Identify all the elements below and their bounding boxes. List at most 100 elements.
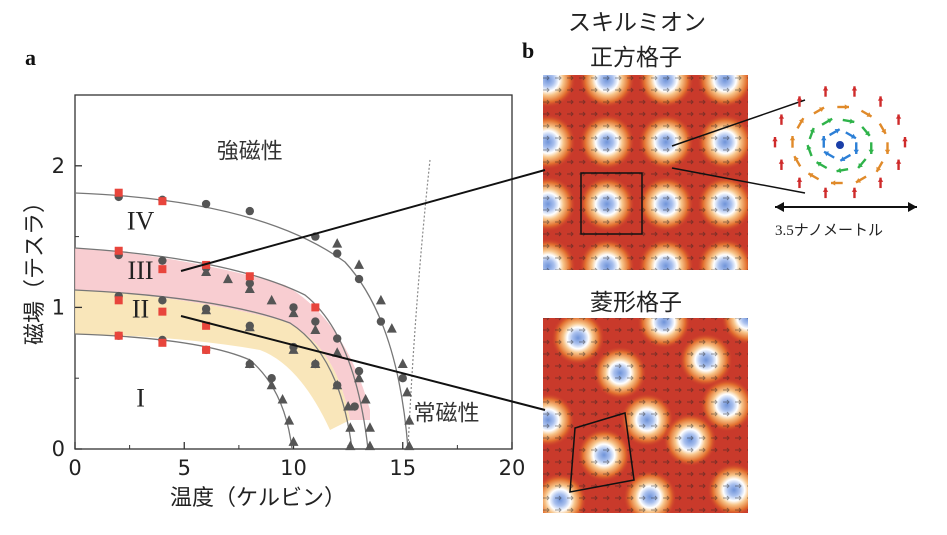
data-point-triangle <box>354 259 365 269</box>
spin-arrow-head <box>796 177 803 182</box>
spin-arrow-head <box>821 136 827 141</box>
data-point-triangle <box>404 415 415 425</box>
y-axis-title: 磁場（テスラ） <box>23 191 48 345</box>
spin-arrow-head <box>895 159 902 164</box>
spin-arrow-head <box>836 167 842 174</box>
phase-label: 常磁性 <box>413 402 479 427</box>
skyrmion-core <box>756 114 812 170</box>
data-point-square <box>114 188 123 197</box>
data-point-triangle <box>386 323 397 333</box>
data-point-triangle <box>244 358 255 369</box>
data-point-circle <box>333 334 342 343</box>
spin-arrow-head <box>876 166 882 172</box>
data-point-circle <box>245 279 254 288</box>
rhombic-lattice-map <box>543 318 748 513</box>
data-point-circle <box>311 317 320 326</box>
data-point-square <box>202 345 211 354</box>
x-tick-label: 0 <box>68 456 81 480</box>
phase-iii-band <box>75 248 370 420</box>
data-point-triangle <box>310 358 321 369</box>
data-point-triangle <box>201 304 212 315</box>
spin-arrow-head <box>895 114 902 119</box>
data-point-triangle <box>244 283 255 293</box>
spin-arrow-head <box>902 137 908 142</box>
skyrmion-core <box>756 52 812 108</box>
data-point-square <box>114 296 123 305</box>
data-point-square <box>245 272 254 281</box>
zoom-line-top <box>671 99 806 147</box>
x-tick-label: 15 <box>389 456 416 480</box>
data-point-circle <box>289 303 298 312</box>
phase-label: II <box>132 294 149 323</box>
spin-arrow-head <box>796 96 803 101</box>
spin-arrow-head <box>881 128 886 134</box>
spin-arrow-head <box>853 149 859 154</box>
data-point-triangle <box>404 440 415 451</box>
spin-arrow-head <box>827 118 833 124</box>
data-point-circle <box>245 206 254 216</box>
square-unit-cell <box>580 172 643 235</box>
data-point-triangle <box>402 386 413 397</box>
data-point-triangle <box>222 273 233 284</box>
spin-arrow-head <box>822 187 829 192</box>
data-point-square <box>114 331 123 340</box>
data-point-triangle <box>310 324 321 335</box>
spin-arrow-head <box>798 118 804 124</box>
data-point-square <box>158 265 167 274</box>
spin-arrow-head <box>794 156 799 162</box>
spin-arrow-head <box>858 163 863 168</box>
data-point-triangle <box>343 401 354 411</box>
data-point-circle <box>333 249 342 258</box>
spin-arrow-head <box>866 112 872 117</box>
skyrmion-core <box>756 300 812 356</box>
data-point-triangle <box>375 294 386 305</box>
data-point-square <box>311 303 320 312</box>
phase-label: IV <box>127 207 155 236</box>
data-point-triangle <box>288 344 299 354</box>
data-point-circle <box>376 317 386 326</box>
paramagnetic-boundary <box>407 159 431 450</box>
data-point-circle <box>398 374 407 383</box>
data-point-circle <box>354 274 364 284</box>
data-point-circle <box>158 296 167 305</box>
phase-label: 強磁性 <box>217 140 283 165</box>
spin-arrow-head <box>844 104 849 110</box>
spin-arrow-head <box>877 177 884 182</box>
spin-arrow-head <box>877 96 884 101</box>
spin-arrow-head <box>884 149 891 154</box>
data-point-triangle <box>397 358 408 369</box>
data-point-triangle <box>354 372 365 383</box>
spin-arrow-head <box>789 136 796 141</box>
data-point-triangle <box>332 347 343 357</box>
spin-arrow-head <box>822 86 829 91</box>
rhombic-lattice-title: 菱形格子 <box>590 290 682 316</box>
data-point-square <box>158 197 167 206</box>
spin-arrow-head <box>851 86 858 91</box>
y-tick-label: 2 <box>52 154 65 178</box>
data-point-triangle <box>277 393 288 404</box>
skyrmion-title: スキルミオン <box>568 10 706 36</box>
spin-arrow-head <box>834 129 840 134</box>
scale-bar <box>775 202 917 212</box>
connector-ii <box>180 315 546 411</box>
data-point-triangle <box>266 294 277 305</box>
spin-arrow-head <box>868 149 874 154</box>
connector-iii <box>180 169 546 272</box>
data-point-triangle <box>345 422 356 432</box>
x-tick-label: 5 <box>178 456 191 480</box>
spin-arrow-head <box>778 114 785 119</box>
boundary-i-top <box>74 333 293 450</box>
x-axis-title: 温度（ケルビン） <box>170 486 346 511</box>
data-point-circle <box>201 199 211 209</box>
data-point-square <box>158 338 167 347</box>
data-point-triangle <box>266 379 277 390</box>
phase-label: I <box>136 384 145 413</box>
data-point-triangle <box>288 436 299 446</box>
square-lattice-title: 正方格子 <box>590 45 682 71</box>
spin-arrow-head <box>809 127 815 133</box>
spin-arrow-head <box>831 180 836 186</box>
spin-arrow-head <box>850 133 856 139</box>
data-point-circle <box>267 374 276 383</box>
